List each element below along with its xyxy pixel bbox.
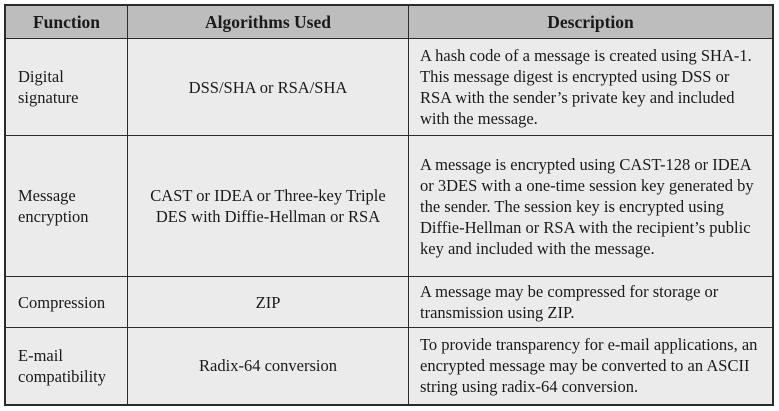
table-row: E-mail compatibility Radix-64 conversion… [5, 326, 773, 406]
header-description: Description [408, 5, 773, 39]
pgp-services-table: Function Algorithms Used Description Dig… [5, 5, 773, 406]
header-row: Function Algorithms Used Description [5, 5, 773, 39]
function-cell: E-mail compatibility [5, 326, 128, 406]
table-row: Compression ZIP A message may be compres… [5, 276, 773, 328]
table-row: Digital signature DSS/SHA or RSA/SHA A h… [5, 37, 773, 137]
function-cell: Compression [5, 276, 128, 328]
algorithms-cell: Radix-64 conversion [127, 326, 409, 406]
table-row: Message encryption CAST or IDEA or Three… [5, 135, 773, 278]
table-body: Digital signature DSS/SHA or RSA/SHA A h… [5, 37, 773, 406]
description-cell: A message is encrypted using CAST-128 or… [408, 135, 773, 278]
pgp-services-table-container: Function Algorithms Used Description Dig… [4, 4, 774, 406]
function-cell: Message encryption [5, 135, 128, 278]
algorithms-cell: ZIP [127, 276, 409, 328]
description-cell: A message may be compressed for storage … [408, 276, 773, 328]
description-cell: To provide transparency for e-mail appli… [408, 326, 773, 406]
algorithms-cell: DSS/SHA or RSA/SHA [127, 37, 409, 137]
algorithms-cell: CAST or IDEA or Three-key Triple DES wit… [127, 135, 409, 278]
header-algorithms-used: Algorithms Used [127, 5, 409, 39]
table-header: Function Algorithms Used Description [5, 5, 773, 39]
header-function: Function [5, 5, 128, 39]
function-cell: Digital signature [5, 37, 128, 137]
description-cell: A hash code of a message is created usin… [408, 37, 773, 137]
